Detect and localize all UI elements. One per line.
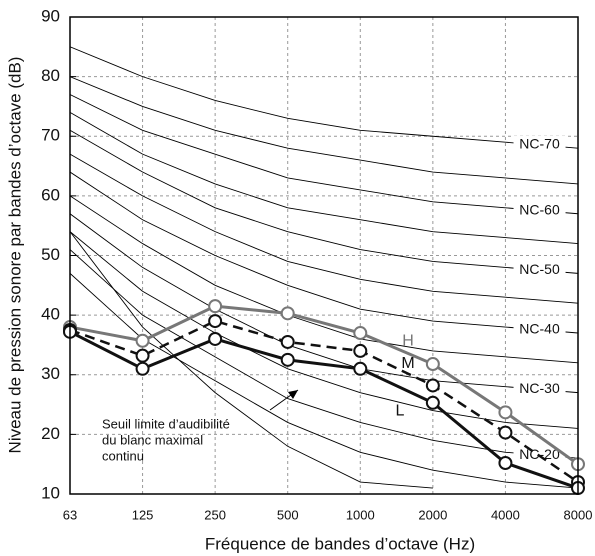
series-marker bbox=[498, 425, 513, 440]
arrow-head bbox=[288, 390, 298, 399]
label-bg bbox=[513, 261, 566, 280]
y-tick-label: 30 bbox=[41, 364, 60, 383]
x-tick-label: 2000 bbox=[418, 507, 447, 522]
series-line bbox=[69, 304, 579, 466]
nc-curve bbox=[70, 94, 578, 215]
nc-curve bbox=[70, 195, 578, 364]
series-marker bbox=[498, 405, 513, 420]
series-marker bbox=[353, 343, 368, 358]
series-marker bbox=[425, 395, 440, 410]
series-marker bbox=[208, 314, 223, 329]
label-bg bbox=[513, 380, 566, 399]
y-tick-label: 70 bbox=[41, 126, 60, 145]
label-bg bbox=[513, 201, 566, 220]
nc-curve bbox=[70, 249, 578, 459]
label-bg bbox=[513, 136, 566, 155]
nc-curve bbox=[70, 273, 578, 489]
label-bg bbox=[513, 320, 566, 339]
nc-curve bbox=[70, 46, 578, 149]
nc-curve bbox=[70, 153, 578, 304]
series-marker bbox=[208, 299, 223, 314]
x-tick-label: 500 bbox=[277, 507, 299, 522]
series-marker bbox=[208, 331, 223, 346]
series-marker bbox=[280, 352, 295, 367]
nc-label: NC-50 bbox=[519, 261, 560, 277]
nc-curve bbox=[70, 129, 578, 274]
series-marker bbox=[425, 357, 440, 372]
nc-curve bbox=[70, 213, 578, 394]
threshold-curve bbox=[69, 231, 433, 489]
x-tick-label: 4000 bbox=[491, 507, 520, 522]
nc-curve bbox=[70, 76, 578, 185]
series-label: H bbox=[402, 333, 414, 350]
x-tick-label: 250 bbox=[204, 507, 226, 522]
series-marker bbox=[498, 455, 513, 470]
nc-label: NC-30 bbox=[519, 380, 560, 396]
x-tick-label: 1000 bbox=[346, 507, 375, 522]
y-tick-label: 10 bbox=[41, 483, 60, 502]
nc-label: NC-70 bbox=[519, 136, 560, 152]
series-label: L bbox=[396, 403, 405, 420]
nc-curve bbox=[70, 171, 578, 334]
nc-label: NC-40 bbox=[519, 321, 560, 337]
y-tick-label: 80 bbox=[41, 66, 60, 85]
series-marker bbox=[135, 361, 150, 376]
nc-label: NC-60 bbox=[519, 201, 560, 217]
y-tick-label: 90 bbox=[41, 6, 60, 25]
series-marker bbox=[425, 378, 440, 393]
y-tick-label: 40 bbox=[41, 305, 60, 324]
x-tick-label: 8000 bbox=[564, 507, 593, 522]
series-marker bbox=[280, 306, 295, 321]
nc-curve bbox=[70, 112, 578, 245]
threshold-label: continu bbox=[102, 448, 144, 463]
x-axis-title: Fréquence de bandes d’octave (Hz) bbox=[205, 534, 475, 553]
series-marker bbox=[353, 361, 368, 376]
y-tick-label: 60 bbox=[41, 185, 60, 204]
threshold-label: Seuil limite d’audibilité bbox=[102, 416, 230, 431]
nc-curve bbox=[70, 231, 578, 429]
y-axis-title: Niveau de pression sonore par bandes d’o… bbox=[5, 57, 24, 454]
series-marker bbox=[353, 326, 368, 341]
plot-frame bbox=[69, 16, 579, 495]
series-line bbox=[69, 330, 579, 490]
series-label: M bbox=[401, 355, 414, 372]
threshold-label: du blanc maximal bbox=[102, 432, 203, 447]
series-marker bbox=[135, 333, 150, 348]
x-tick-label: 125 bbox=[132, 507, 154, 522]
series-marker bbox=[135, 348, 150, 363]
x-tick-label: 63 bbox=[63, 507, 77, 522]
y-tick-label: 50 bbox=[41, 245, 60, 264]
y-tick-label: 20 bbox=[41, 424, 60, 443]
series-marker bbox=[280, 334, 295, 349]
